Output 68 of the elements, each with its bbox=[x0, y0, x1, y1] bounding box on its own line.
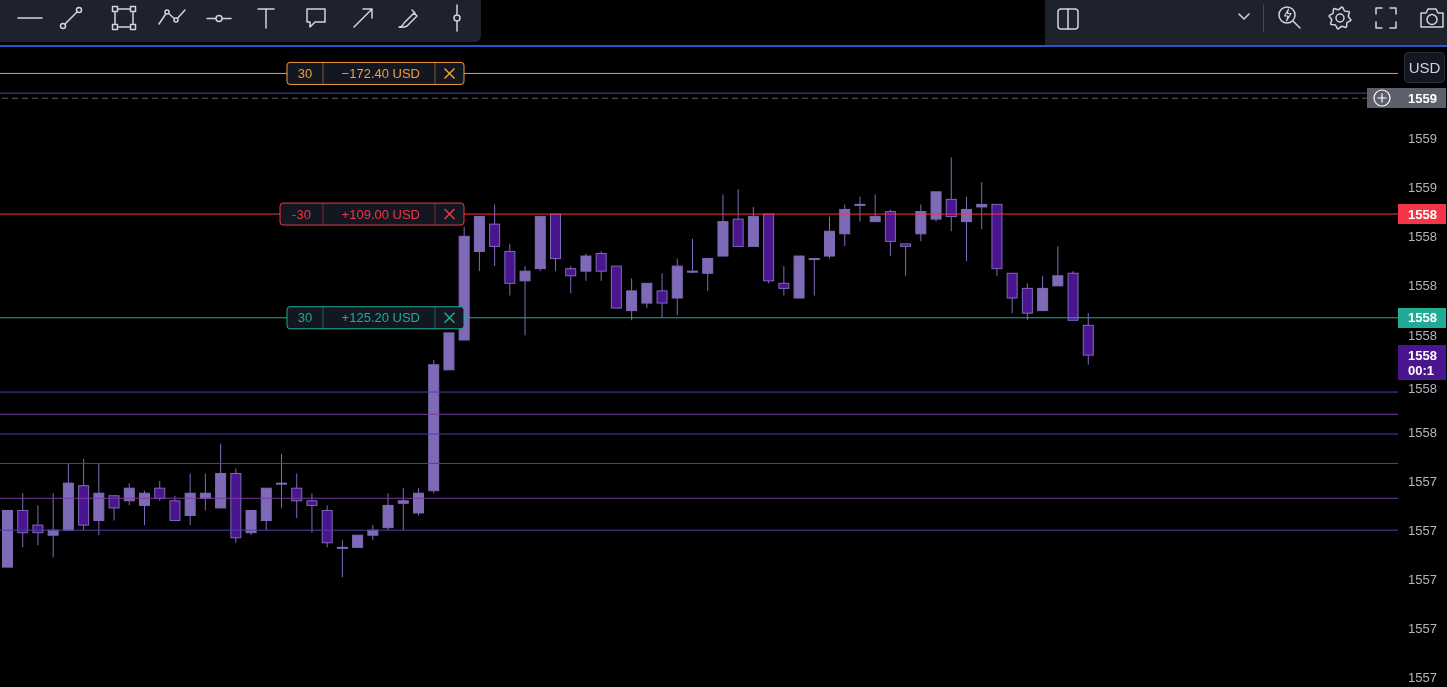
candlestick bbox=[2, 509, 13, 568]
candlestick bbox=[793, 255, 805, 299]
candlestick bbox=[62, 462, 74, 531]
candlestick bbox=[382, 492, 394, 531]
candlestick bbox=[276, 453, 287, 509]
text: 1558 bbox=[1408, 328, 1437, 344]
candlestick bbox=[580, 253, 592, 282]
candlestick bbox=[656, 272, 668, 319]
candlestick bbox=[839, 203, 851, 247]
candlestick bbox=[184, 473, 196, 526]
candlestick bbox=[976, 181, 988, 230]
candlestick bbox=[550, 213, 561, 272]
text: 1557 bbox=[1408, 571, 1437, 587]
candlestick bbox=[1067, 270, 1079, 321]
text: 30 +125.20 USD 1558 bbox=[297, 310, 1437, 326]
text: USD bbox=[1404, 52, 1445, 83]
text: 1558 bbox=[1408, 228, 1437, 244]
candlestick bbox=[930, 191, 942, 223]
candlestick bbox=[260, 487, 272, 531]
candlestick bbox=[245, 509, 257, 536]
candlestick bbox=[169, 495, 181, 522]
candlestick bbox=[443, 332, 455, 371]
candlestick bbox=[230, 467, 242, 544]
text: 30 −172.40 USD bbox=[297, 66, 421, 82]
candlestick bbox=[1006, 272, 1018, 314]
candlestick bbox=[306, 492, 318, 534]
candlestick bbox=[641, 282, 653, 309]
candlestick bbox=[869, 193, 881, 223]
candlestick bbox=[702, 258, 714, 292]
candlestick bbox=[1082, 312, 1094, 366]
candlestick bbox=[336, 539, 348, 578]
candlestick bbox=[489, 203, 501, 267]
text: 1558 bbox=[1408, 380, 1437, 396]
candlestick bbox=[595, 250, 607, 282]
candlestick bbox=[778, 265, 790, 297]
text: 1559 bbox=[1408, 179, 1437, 195]
text: 1558 bbox=[1408, 277, 1437, 293]
candlestick bbox=[991, 203, 1003, 277]
candlestick bbox=[610, 265, 622, 309]
candlestick bbox=[732, 188, 744, 247]
candlestick bbox=[519, 265, 531, 336]
candlestick bbox=[824, 216, 835, 260]
text: 1557 bbox=[1408, 473, 1437, 489]
candlestick bbox=[717, 193, 729, 257]
candlestick bbox=[687, 238, 698, 274]
candlestick bbox=[352, 534, 364, 548]
text: 1559 bbox=[1408, 130, 1437, 146]
candlestick bbox=[900, 243, 912, 277]
candlestick bbox=[808, 258, 820, 297]
text: 1558 bbox=[1408, 424, 1437, 440]
candlestick bbox=[32, 504, 44, 546]
candlestick bbox=[1037, 275, 1049, 312]
candlestick bbox=[473, 216, 485, 272]
candlestick bbox=[1052, 245, 1064, 287]
text: 1557 bbox=[1408, 522, 1437, 538]
text: -30 +109.00 USD 1558 bbox=[292, 206, 1437, 222]
candlestick bbox=[884, 208, 896, 257]
candlestick bbox=[17, 492, 29, 548]
text: 1557 bbox=[1408, 620, 1437, 636]
text: 1559 bbox=[1398, 88, 1446, 109]
candlestick bbox=[854, 196, 866, 223]
text: 1558 00:1 bbox=[1408, 347, 1437, 378]
candlestick bbox=[565, 265, 577, 294]
candlestick bbox=[397, 487, 409, 531]
candlestick bbox=[215, 443, 227, 509]
candlestick bbox=[78, 458, 90, 531]
text: 1557 bbox=[1408, 669, 1437, 685]
candlestick bbox=[108, 495, 120, 522]
